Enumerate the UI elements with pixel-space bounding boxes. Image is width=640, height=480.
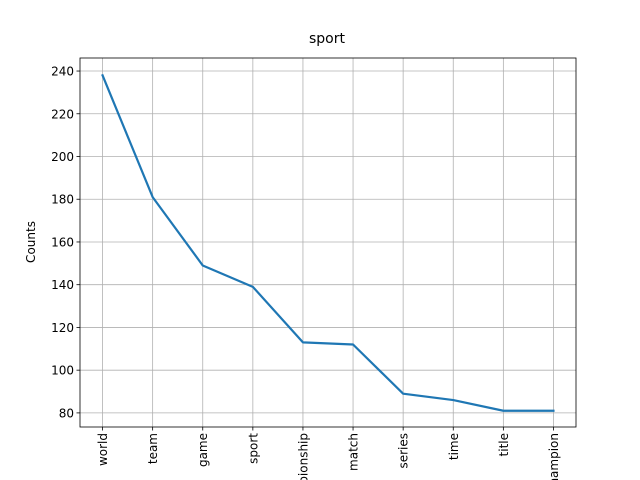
y-tick-label: 120 <box>51 321 74 335</box>
y-tick-label: 200 <box>51 150 74 164</box>
y-tick-label: 220 <box>51 107 74 121</box>
x-tick-label: sport <box>246 433 260 464</box>
y-axis-label: Counts <box>24 221 38 263</box>
x-tick-label: world <box>96 433 110 466</box>
x-tick-label: game <box>196 433 210 467</box>
y-tick-label: 240 <box>51 65 74 79</box>
line-series <box>101 73 555 412</box>
x-tick-label: title <box>497 433 511 456</box>
y-tick-label: 140 <box>51 278 74 292</box>
y-tick-label: 160 <box>51 235 74 249</box>
x-tick-label: team <box>146 433 160 464</box>
x-tick-label: time <box>447 433 461 460</box>
y-tick-label: 180 <box>51 193 74 207</box>
x-tick-label: series <box>397 433 411 469</box>
y-tick-label: 100 <box>51 364 74 378</box>
x-tick-label: championship <box>296 433 310 480</box>
x-tick-label: champion <box>547 433 561 480</box>
chart-title: sport <box>309 31 346 47</box>
y-tick-label: 80 <box>59 406 74 420</box>
plot-frame <box>79 57 577 428</box>
x-tick-label: match <box>347 433 361 471</box>
